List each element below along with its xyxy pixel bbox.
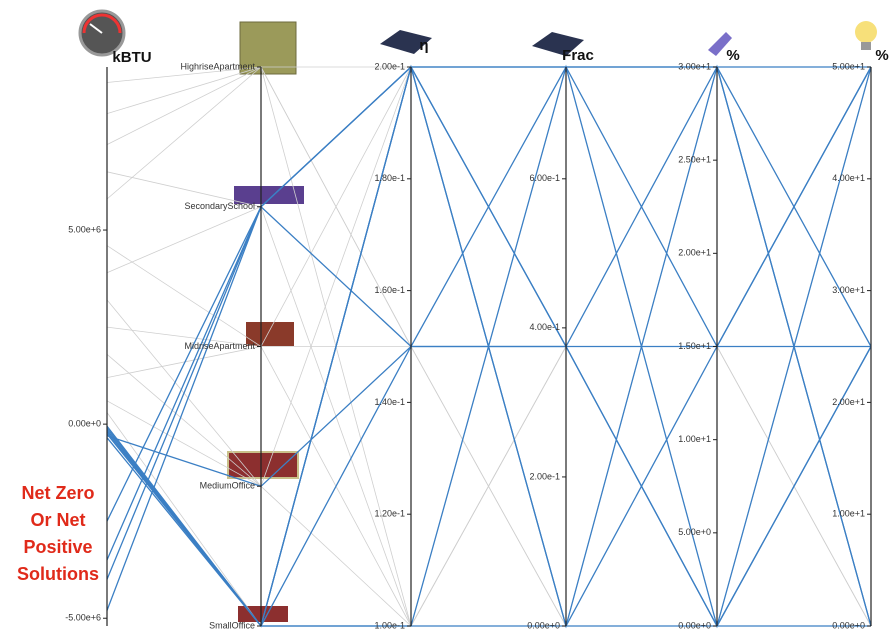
tick-label: 5.00e+1 <box>832 61 865 71</box>
tick-label: 5.00e+6 <box>68 224 101 234</box>
tick-label: 1.40e-1 <box>374 397 405 407</box>
gauge-needle <box>89 23 103 34</box>
tick-label: 1.20e-1 <box>374 509 405 519</box>
axis-title: % <box>726 47 739 64</box>
axis-title: % <box>875 47 888 64</box>
solar-icon <box>532 32 584 56</box>
tick-label: 1.80e-1 <box>374 173 405 183</box>
data-line <box>106 65 872 627</box>
building-icon <box>238 606 288 622</box>
tick-label: 3.00e+1 <box>832 285 865 295</box>
tick-label: 0.00e+0 <box>832 620 865 630</box>
tick-label: 2.00e-1 <box>374 61 405 71</box>
tick-label: -5.00e+6 <box>65 613 101 623</box>
tick-label: 2.00e-1 <box>529 471 560 481</box>
data-line <box>106 66 872 488</box>
axis-title: η <box>419 37 428 54</box>
category-label: MediumOffice <box>200 481 255 491</box>
category-label: SmallOffice <box>209 620 255 630</box>
tick-label: 0.00e+0 <box>678 620 711 630</box>
annotation: Positive <box>23 537 92 557</box>
data-line <box>106 66 872 378</box>
annotation: Solutions <box>17 564 99 584</box>
gauge-arc <box>82 13 122 34</box>
tick-label: 0.00e+0 <box>68 419 101 429</box>
building-icon <box>234 186 304 204</box>
tick-label: 1.00e+1 <box>678 434 711 444</box>
tick-label: 2.00e+1 <box>832 397 865 407</box>
axes: kBTU 5.00e+6 0.00e+0 -5.00e+6 HighriseApartm… <box>65 37 888 630</box>
building-icon <box>239 21 297 75</box>
tick-label: 1.50e+1 <box>678 341 711 351</box>
tick-label: 1.00e+1 <box>832 509 865 519</box>
tick-label: 1.00e-1 <box>374 620 405 630</box>
annotation: Or Net <box>30 510 85 530</box>
tick-label: 2.50e+1 <box>678 155 711 165</box>
data-line <box>106 427 871 627</box>
data-line <box>106 205 872 628</box>
tick-label: 6.00e-1 <box>529 173 560 183</box>
tick-label: 1.60e-1 <box>374 285 405 295</box>
data-line <box>106 66 872 611</box>
building-icon <box>227 451 299 479</box>
category-label: MidriseApartment <box>184 341 255 351</box>
category-label: SecondarySchool <box>184 201 255 211</box>
axis-title: kBTU <box>112 49 151 66</box>
bulb-icon <box>855 21 877 43</box>
plug-icon <box>708 32 732 56</box>
category-label: HighriseApartment <box>180 61 255 71</box>
tick-label: 2.00e+1 <box>678 248 711 258</box>
bulb-base <box>861 42 871 50</box>
annotation: Net Zero <box>21 483 94 503</box>
axis-title: Frac <box>562 47 594 64</box>
lines <box>106 64 872 629</box>
tick-label: 5.00e+0 <box>678 527 711 537</box>
tick-label: 0.00e+0 <box>527 620 560 630</box>
tick-label: 4.00e+1 <box>832 173 865 183</box>
icons <box>78 9 877 622</box>
tick-label: 4.00e-1 <box>529 322 560 332</box>
solar-icon <box>380 30 432 54</box>
tick-label: 3.00e+1 <box>678 61 711 71</box>
